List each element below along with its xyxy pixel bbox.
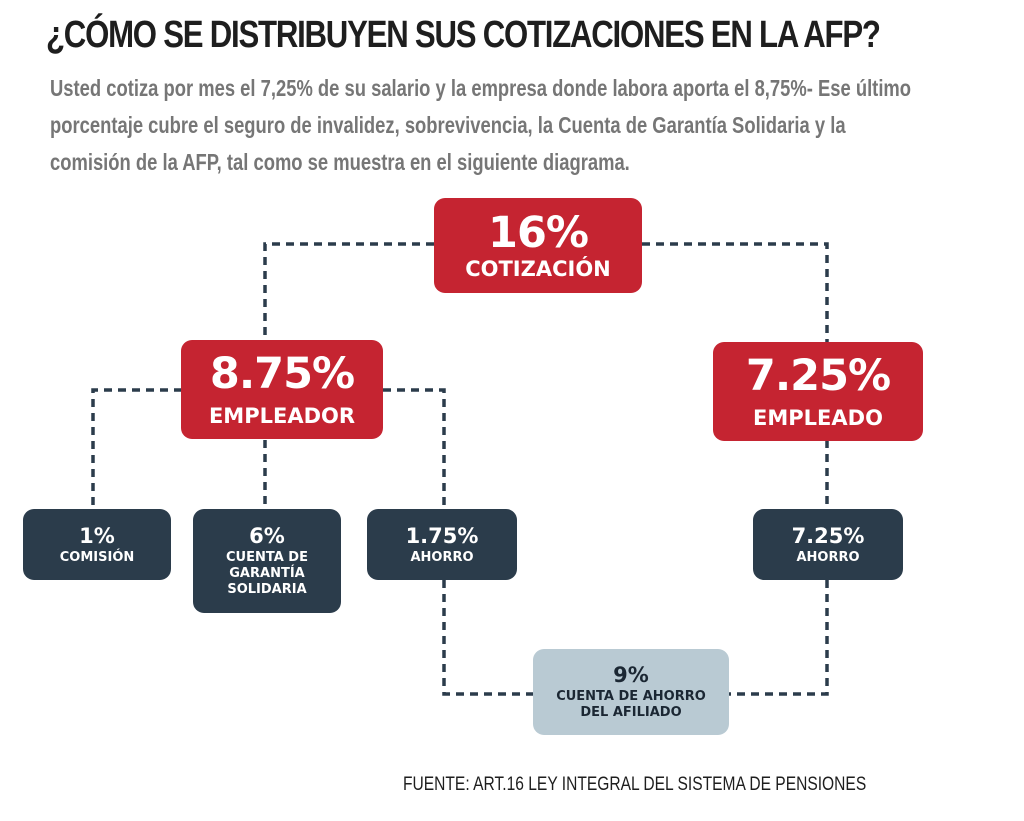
member-account-box: 9% CUENTA DE AHORRO DEL AFILIADO <box>533 649 729 735</box>
member-account-pct: 9% <box>613 663 649 687</box>
employee-savings-pct: 7.25% <box>791 523 865 548</box>
employer-box: 8.75% EMPLEADOR <box>181 340 383 439</box>
solidarity-pct: 6% <box>249 524 285 548</box>
intro-paragraph: Usted cotiza por mes el 7,25% de su sala… <box>50 75 912 175</box>
connector-employer-commission <box>91 388 182 510</box>
employer-pct: 8.75% <box>209 348 355 399</box>
solidarity-label: CUENTA DE GARANTÍA SOLIDARIA <box>226 550 308 597</box>
employee-label: EMPLEADO <box>753 405 883 430</box>
commission-box: 1% COMISIÓN <box>23 509 171 580</box>
total-contribution-label: COTIZACIÓN <box>465 256 611 281</box>
employee-savings-label: AHORRO <box>796 549 860 565</box>
connector-employer-savings-to-account <box>442 580 533 696</box>
page-title: ¿CÓMO SE DISTRIBUYEN SUS COTIZACIONES EN… <box>46 14 881 56</box>
commission-pct: 1% <box>79 523 115 548</box>
connector-total-employee <box>642 242 829 342</box>
connector-employer-savings <box>383 388 446 510</box>
employee-savings-box: 7.25% AHORRO <box>753 509 903 580</box>
employee-box: 7.25% EMPLEADO <box>713 342 923 441</box>
employer-savings-box: 1.75% AHORRO <box>367 509 517 580</box>
employer-savings-label: AHORRO <box>410 549 474 565</box>
total-contribution-pct: 16% <box>488 207 589 258</box>
connector-employee-savings-to-account <box>729 580 829 696</box>
source-note: FUENTE: ART.16 LEY INTEGRAL DEL SISTEMA … <box>403 774 867 795</box>
total-contribution-box: 16% COTIZACIÓN <box>434 198 642 293</box>
employer-savings-pct: 1.75% <box>405 523 479 548</box>
connector-total-employer <box>263 242 434 342</box>
employee-pct: 7.25% <box>745 350 891 401</box>
employer-label: EMPLEADOR <box>208 403 356 428</box>
member-account-label: CUENTA DE AHORRO DEL AFILIADO <box>556 689 706 720</box>
solidarity-box: 6% CUENTA DE GARANTÍA SOLIDARIA <box>193 509 341 613</box>
commission-label: COMISIÓN <box>59 549 135 565</box>
